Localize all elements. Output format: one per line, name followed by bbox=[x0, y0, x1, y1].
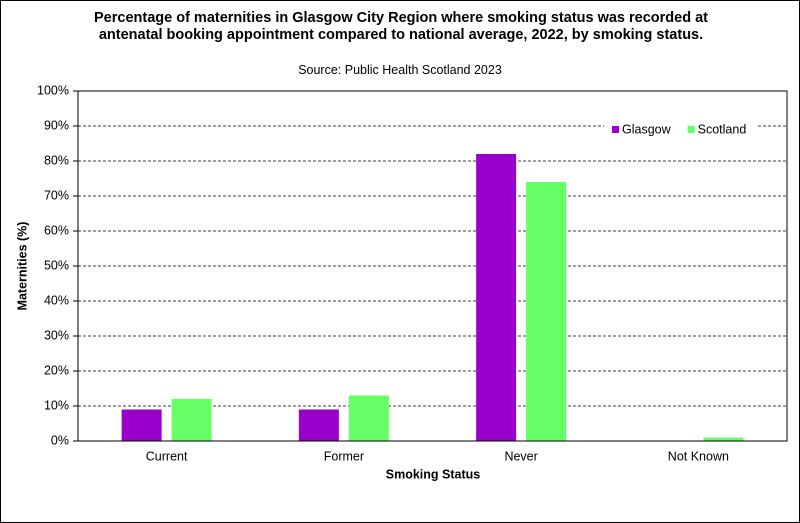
x-axis-title: Smoking Status bbox=[386, 467, 481, 481]
bar bbox=[171, 399, 212, 441]
x-tick-label: Never bbox=[504, 449, 537, 463]
legend-swatch bbox=[687, 126, 695, 133]
bar bbox=[476, 154, 517, 441]
y-tick-label: 60% bbox=[44, 223, 69, 237]
y-axis-title: Maternities (%) bbox=[15, 222, 29, 311]
y-tick-label: 30% bbox=[44, 328, 69, 342]
bar bbox=[348, 395, 389, 441]
x-tick-label: Not Known bbox=[668, 449, 729, 463]
y-tick-label: 0% bbox=[51, 433, 69, 447]
bar bbox=[121, 409, 162, 441]
chart-title: Percentage of maternities in Glasgow Cit… bbox=[94, 10, 708, 43]
y-tick-label: 100% bbox=[37, 83, 69, 97]
legend-label: Glasgow bbox=[622, 122, 672, 136]
y-tick-label: 20% bbox=[44, 363, 69, 377]
legend-label: Scotland bbox=[698, 122, 747, 136]
y-tick-label: 50% bbox=[44, 258, 69, 272]
legend-swatch bbox=[612, 126, 619, 133]
x-tick-label: Current bbox=[146, 449, 188, 463]
y-tick-label: 90% bbox=[44, 118, 69, 132]
chart-subtitle: Source: Public Health Scotland 2023 bbox=[298, 63, 502, 77]
legend-box bbox=[604, 117, 756, 142]
y-tick-label: 40% bbox=[44, 293, 69, 307]
y-tick-label: 80% bbox=[44, 153, 69, 167]
bar bbox=[703, 437, 744, 441]
bar bbox=[526, 182, 567, 441]
bar bbox=[298, 409, 339, 441]
y-tick-label: 10% bbox=[44, 398, 69, 412]
y-tick-label: 70% bbox=[44, 188, 69, 202]
x-tick-label: Former bbox=[324, 449, 364, 463]
